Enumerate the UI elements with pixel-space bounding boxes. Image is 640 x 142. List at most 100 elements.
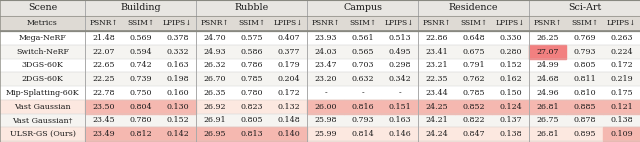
Text: 0.878: 0.878 [573, 116, 596, 124]
Text: 24.21: 24.21 [425, 116, 448, 124]
Text: 27.07: 27.07 [536, 48, 559, 56]
Text: 0.823: 0.823 [240, 103, 263, 111]
Bar [344, 100, 381, 113]
Text: 0.142: 0.142 [166, 130, 189, 138]
Text: 0.151: 0.151 [388, 103, 411, 111]
Bar [85, 100, 122, 113]
Text: SSIM↑: SSIM↑ [238, 19, 265, 27]
Text: 0.163: 0.163 [166, 61, 189, 69]
Text: 0.342: 0.342 [388, 75, 411, 83]
Bar [122, 100, 159, 113]
Text: Building: Building [120, 4, 161, 12]
Text: 0.565: 0.565 [351, 48, 374, 56]
Text: 26.91: 26.91 [203, 116, 226, 124]
Text: 0.675: 0.675 [462, 48, 484, 56]
Text: 0.569: 0.569 [129, 34, 152, 42]
Text: Metrics: Metrics [27, 19, 58, 27]
Bar [529, 45, 566, 59]
Bar [529, 100, 566, 113]
Text: 0.378: 0.378 [166, 34, 189, 42]
Text: 0.804: 0.804 [129, 103, 152, 111]
Text: 0.377: 0.377 [277, 48, 300, 56]
Bar [381, 100, 418, 113]
Text: 23.20: 23.20 [314, 75, 337, 83]
Text: 23.41: 23.41 [425, 48, 448, 56]
Bar [0, 127, 640, 141]
Text: 0.263: 0.263 [611, 34, 633, 42]
Text: Scene: Scene [28, 4, 57, 12]
Text: 24.93: 24.93 [203, 48, 226, 56]
Bar [455, 100, 492, 113]
Bar [0, 100, 640, 113]
Text: 0.495: 0.495 [388, 48, 411, 56]
Text: 26.00: 26.00 [314, 103, 337, 111]
Text: 0.172: 0.172 [610, 61, 633, 69]
Text: 22.78: 22.78 [92, 89, 115, 97]
Text: -: - [361, 89, 364, 97]
Text: SSIM↑: SSIM↑ [349, 19, 376, 27]
Text: Switch-NeRF: Switch-NeRF [16, 48, 69, 56]
Text: 0.852: 0.852 [462, 103, 484, 111]
Text: -: - [324, 89, 327, 97]
Text: 24.68: 24.68 [536, 75, 559, 83]
Text: 0.810: 0.810 [573, 89, 596, 97]
Text: Rubble: Rubble [234, 4, 269, 12]
Bar [0, 72, 640, 86]
Text: 22.25: 22.25 [92, 75, 115, 83]
Text: 0.407: 0.407 [277, 34, 300, 42]
Text: 26.35: 26.35 [204, 89, 226, 97]
Bar [196, 127, 233, 141]
Text: 0.140: 0.140 [277, 130, 300, 138]
Text: 0.332: 0.332 [166, 48, 189, 56]
Text: 0.769: 0.769 [573, 34, 596, 42]
Text: 0.204: 0.204 [277, 75, 300, 83]
Text: 0.137: 0.137 [499, 116, 522, 124]
Text: 0.138: 0.138 [610, 116, 633, 124]
Text: 26.32: 26.32 [204, 61, 226, 69]
Text: 23.21: 23.21 [425, 61, 448, 69]
Text: 0.703: 0.703 [351, 61, 374, 69]
Text: 0.121: 0.121 [610, 103, 633, 111]
Text: 0.739: 0.739 [129, 75, 152, 83]
Text: 0.793: 0.793 [573, 48, 596, 56]
Text: 22.65: 22.65 [92, 61, 115, 69]
Text: SSIM↑: SSIM↑ [127, 19, 154, 27]
Text: 24.03: 24.03 [314, 48, 337, 56]
Text: 23.49: 23.49 [92, 130, 115, 138]
Text: 0.513: 0.513 [388, 34, 411, 42]
Text: Campus: Campus [343, 4, 382, 12]
Text: 25.98: 25.98 [314, 116, 337, 124]
Text: 0.586: 0.586 [240, 48, 263, 56]
Text: 23.47: 23.47 [314, 61, 337, 69]
Text: 0.742: 0.742 [129, 61, 152, 69]
Text: 0.785: 0.785 [462, 89, 484, 97]
Bar [0, 31, 640, 45]
Bar [85, 127, 122, 141]
Bar [159, 100, 196, 113]
Text: 0.179: 0.179 [277, 61, 300, 69]
Bar [159, 127, 196, 141]
Text: 0.632: 0.632 [351, 75, 374, 83]
Text: 0.805: 0.805 [573, 61, 596, 69]
Bar [122, 127, 159, 141]
Text: 0.813: 0.813 [240, 130, 263, 138]
Bar [0, 16, 640, 30]
Text: 2DGS-60K: 2DGS-60K [22, 75, 63, 83]
Bar [603, 127, 640, 141]
Text: 0.162: 0.162 [499, 75, 522, 83]
Bar [492, 100, 529, 113]
Text: 0.132: 0.132 [277, 103, 300, 111]
Text: 0.138: 0.138 [499, 130, 522, 138]
Text: 0.109: 0.109 [610, 130, 633, 138]
Text: 0.175: 0.175 [610, 89, 633, 97]
Text: 0.561: 0.561 [351, 34, 374, 42]
Text: Sci-Art: Sci-Art [568, 4, 601, 12]
Text: 26.25: 26.25 [536, 34, 559, 42]
Bar [0, 59, 640, 72]
Text: 0.786: 0.786 [240, 61, 263, 69]
Text: 0.148: 0.148 [277, 116, 300, 124]
Text: 23.50: 23.50 [92, 103, 115, 111]
Text: 26.70: 26.70 [204, 75, 226, 83]
Text: 0.814: 0.814 [351, 130, 374, 138]
Text: 0.594: 0.594 [129, 48, 152, 56]
